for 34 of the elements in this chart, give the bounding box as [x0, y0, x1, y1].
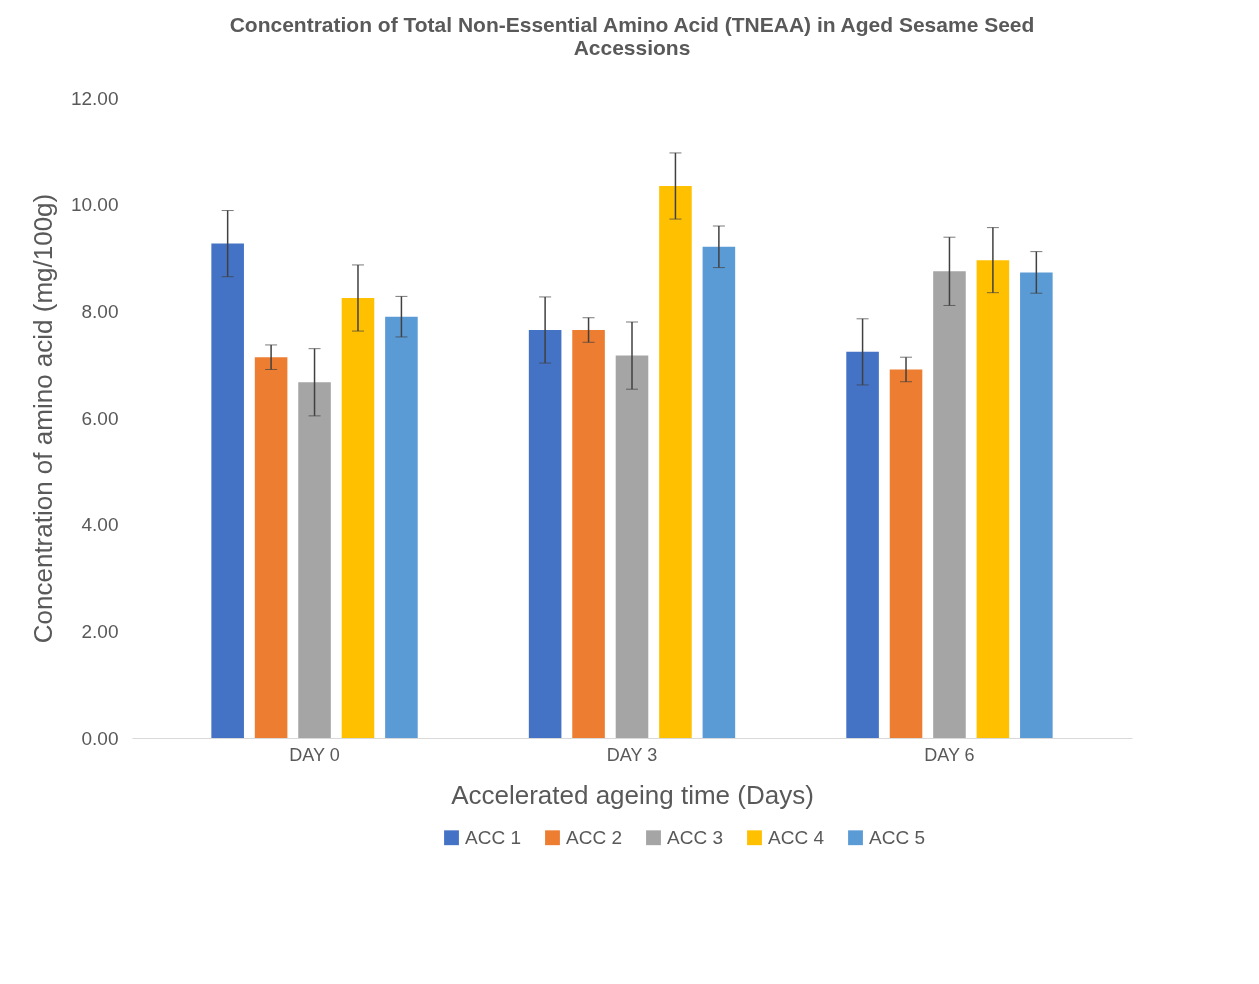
y-tick-label: 8.00 [81, 300, 119, 322]
bar [528, 330, 562, 738]
bar [1020, 272, 1053, 738]
bar [254, 357, 288, 738]
bar [659, 186, 692, 738]
y-tick-label: 12.00 [70, 87, 119, 109]
bar [702, 246, 736, 738]
legend-label: ACC 5 [869, 826, 925, 848]
legend-label: ACC 4 [768, 826, 825, 848]
bar [385, 316, 418, 738]
x-axis-title: Accelerated ageing time (Days) [451, 779, 814, 810]
text: Accessions [573, 36, 691, 59]
bar [846, 351, 879, 738]
bar [341, 298, 375, 738]
y-axis-title: Concentration of amino acid (mg/100g) [27, 193, 58, 644]
x-tick-label: DAY 3 [606, 744, 658, 765]
bar [298, 382, 331, 738]
y-tick-label: 10.00 [70, 194, 119, 216]
bar [889, 369, 923, 738]
bar [211, 243, 244, 738]
legend-label: ACC 2 [566, 826, 622, 848]
bar [615, 355, 649, 738]
bar [933, 271, 966, 738]
bar [976, 260, 1010, 738]
legend-label: ACC 3 [667, 826, 723, 848]
y-tick-label: 4.00 [81, 514, 119, 536]
y-tick-label: 6.00 [81, 407, 119, 429]
legend-label: ACC 1 [465, 826, 521, 848]
y-tick-label: 0.00 [81, 727, 119, 749]
x-tick-label: DAY 0 [289, 744, 340, 765]
y-tick-label: 2.00 [81, 620, 119, 642]
bar [572, 330, 605, 738]
x-tick-label: DAY 6 [924, 744, 975, 765]
text: Concentration of Total Non-Essential Amino Acid (TNEAA) in Aged Sesame Seed [229, 13, 1035, 36]
